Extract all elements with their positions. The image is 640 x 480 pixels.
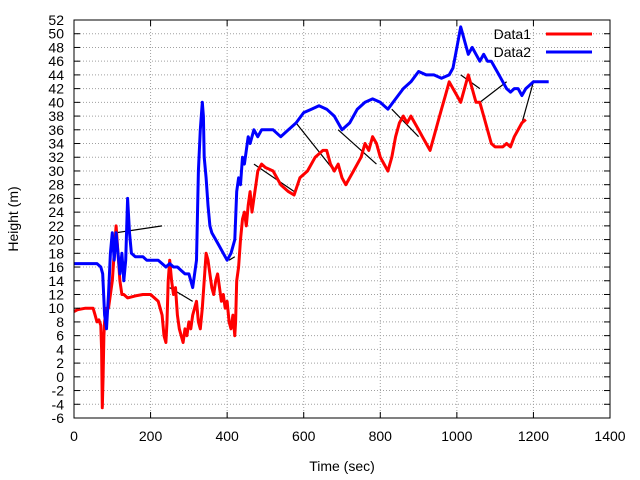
y-tick-label: 38 (48, 108, 64, 124)
y-tick-label: -4 (52, 396, 65, 412)
y-tick-label: 28 (48, 177, 64, 193)
plot-frame (73, 19, 611, 419)
x-tick-label: 1200 (518, 428, 549, 444)
y-tick-label: 8 (56, 314, 64, 330)
y-tick-label: 48 (48, 39, 64, 55)
connector-line (116, 225, 163, 234)
x-axis: 0 200 400 600 800 1000 1200 1400 (70, 20, 626, 444)
x-tick-label: 400 (215, 428, 239, 444)
y-axis-label: Height (m) (5, 186, 21, 251)
y-tick-label: 0 (56, 369, 64, 385)
connector-line (337, 129, 377, 165)
y-tick-label: -6 (52, 410, 65, 426)
series-lines (73, 25, 549, 410)
series-line-data2 (74, 25, 549, 331)
legend-label-data2: Data2 (494, 44, 532, 60)
connector-line (521, 81, 535, 124)
connector-line (479, 81, 507, 103)
y-tick-label: 46 (48, 53, 64, 69)
y-tick-label: 16 (48, 259, 64, 275)
connector-line (391, 108, 420, 138)
y-tick-label: 44 (48, 67, 64, 83)
y-tick-label: 34 (48, 136, 64, 152)
x-tick-label: 200 (139, 428, 163, 444)
connector-line (295, 122, 335, 172)
series-line-data1 (73, 73, 527, 410)
x-tick-label: 0 (70, 428, 78, 444)
y-tick-label: 26 (48, 190, 64, 206)
x-axis-label: Time (sec) (309, 458, 375, 474)
connector-line (228, 256, 236, 261)
y-tick-label: 52 (48, 12, 64, 28)
y-tick-label: 2 (56, 355, 64, 371)
y-tick-label: 36 (48, 122, 64, 138)
y-tick-label: 32 (48, 149, 64, 165)
y-tick-label: 4 (56, 341, 64, 357)
y-tick-label: 14 (48, 273, 64, 289)
y-tick-label: 40 (48, 94, 64, 110)
y-tick-label: 18 (48, 245, 64, 261)
x-tick-label: 600 (292, 428, 316, 444)
y-tick-label: 30 (48, 163, 64, 179)
y-tick-label: 10 (48, 300, 64, 316)
legend: Data1 Data2 (494, 26, 592, 60)
y-tick-label: -2 (52, 383, 65, 399)
y-tick-label: 6 (56, 328, 64, 344)
legend-label-data1: Data1 (494, 26, 532, 42)
y-axis: -6-4-20246810121416182022242628303234363… (48, 12, 610, 426)
y-tick-label: 20 (48, 232, 64, 248)
x-tick-label: 800 (369, 428, 393, 444)
y-tick-label: 24 (48, 204, 64, 220)
x-tick-label: 1400 (594, 428, 625, 444)
y-tick-label: 50 (48, 26, 64, 42)
y-tick-label: 42 (48, 81, 64, 97)
x-tick-label: 1000 (441, 428, 472, 444)
y-tick-label: 12 (48, 286, 64, 302)
y-tick-label: 22 (48, 218, 64, 234)
